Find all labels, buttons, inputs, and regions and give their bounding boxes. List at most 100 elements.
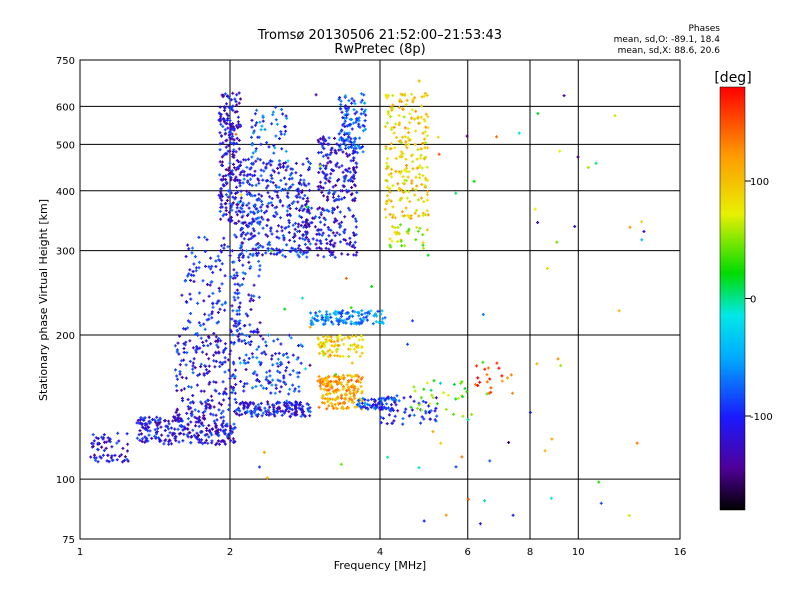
data-point [460, 380, 464, 384]
data-point [210, 427, 214, 431]
data-point [396, 226, 400, 229]
data-point [331, 185, 335, 189]
data-point [338, 401, 342, 405]
y-tick-label: 200 [56, 331, 75, 342]
data-point [204, 339, 208, 343]
data-point [191, 270, 195, 273]
data-point [223, 342, 227, 346]
data-point [269, 226, 273, 230]
data-point [230, 208, 234, 212]
data-point [218, 289, 222, 293]
data-point [210, 399, 214, 402]
data-point [332, 340, 336, 344]
data-point [235, 309, 239, 313]
data-point [439, 381, 442, 385]
data-point [235, 93, 239, 97]
data-point [359, 385, 363, 388]
data-point [222, 390, 226, 394]
data-point [218, 173, 222, 177]
data-point [340, 129, 344, 133]
data-point [246, 361, 250, 364]
data-point [387, 198, 391, 202]
data-point [180, 388, 183, 392]
data-point [391, 103, 395, 107]
data-point [391, 205, 395, 209]
data-point [246, 341, 250, 345]
data-point [293, 387, 297, 391]
data-point [215, 424, 218, 428]
colorbar [719, 86, 746, 511]
data-point [301, 252, 305, 256]
data-point [216, 299, 220, 303]
data-point [474, 383, 477, 386]
data-point [248, 343, 252, 347]
data-point [414, 238, 418, 242]
data-point [337, 132, 341, 136]
data-point [346, 385, 350, 389]
data-point [326, 397, 330, 400]
data-point [405, 163, 408, 167]
data-point [261, 226, 265, 230]
data-point [420, 196, 424, 200]
data-point [270, 176, 274, 180]
data-point [236, 282, 240, 286]
data-point [280, 225, 284, 229]
data-point [411, 167, 415, 171]
data-point [413, 389, 417, 393]
data-point [138, 418, 142, 422]
data-point [317, 187, 321, 191]
data-point [232, 341, 236, 344]
data-point [233, 410, 237, 413]
data-point [346, 108, 350, 112]
data-point [273, 146, 277, 150]
data-point [393, 400, 397, 404]
data-point [173, 344, 177, 348]
data-point [191, 346, 195, 350]
data-point [255, 348, 259, 351]
data-point [209, 267, 213, 271]
data-point [279, 385, 283, 389]
data-point [262, 169, 266, 173]
data-point [398, 98, 402, 102]
data-point [308, 363, 312, 367]
data-point [255, 378, 259, 382]
grid-lines [80, 60, 680, 539]
data-point [268, 195, 272, 199]
data-point [452, 383, 456, 386]
data-point [230, 317, 234, 321]
data-point [251, 247, 255, 251]
data-point [409, 395, 412, 399]
data-point [223, 274, 227, 278]
data-point [327, 191, 331, 195]
data-point [299, 407, 303, 411]
data-point [272, 214, 276, 218]
data-point [219, 202, 223, 206]
data-point [381, 416, 385, 420]
data-point [343, 119, 347, 123]
data-point [255, 121, 259, 125]
data-point [319, 220, 322, 224]
data-point [354, 253, 358, 257]
data-point [444, 513, 448, 517]
data-point [284, 226, 288, 230]
data-point [233, 282, 237, 286]
data-point [329, 383, 333, 386]
data-point [374, 320, 378, 324]
data-point [485, 392, 489, 396]
data-point [442, 391, 445, 395]
data-point [242, 237, 246, 241]
data-point [260, 194, 264, 198]
data-point [347, 206, 350, 210]
data-point [349, 137, 353, 141]
data-point [322, 255, 326, 259]
data-point [414, 175, 418, 179]
data-point [408, 121, 412, 125]
data-point [241, 169, 245, 173]
data-point [186, 405, 190, 409]
data-point [426, 115, 430, 119]
data-point [182, 425, 186, 429]
data-point [269, 163, 273, 167]
data-point [258, 264, 262, 268]
data-point [329, 160, 333, 164]
data-point [224, 174, 228, 178]
